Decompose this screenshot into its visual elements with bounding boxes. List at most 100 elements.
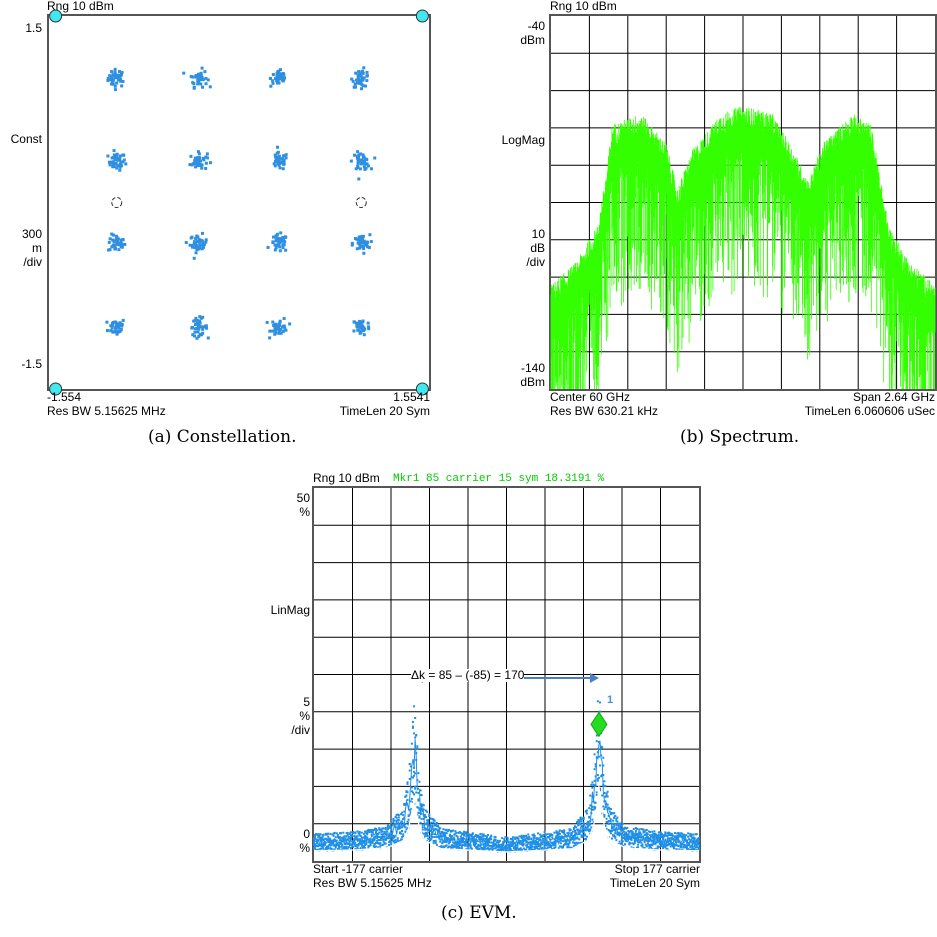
evm-point [677,845,679,847]
evm-point [688,844,690,846]
constellation-cluster [269,68,286,88]
constellation-point [194,237,197,240]
constellation-cluster [267,231,288,252]
constellation-point [268,336,271,339]
constellation-point [269,77,272,80]
evm-point [589,823,591,825]
constellation-cluster [106,149,127,172]
evm-point [559,829,561,831]
evm-point [649,831,651,833]
constellation-cluster [351,233,373,255]
evm-point [551,834,553,836]
constellation-point [359,332,362,335]
evm-point [407,781,409,783]
evm-point [486,836,488,838]
constellation-point [200,167,203,170]
evm-point [685,834,687,836]
evm-point [433,842,435,844]
evm-point [375,845,377,847]
evm-point [414,717,416,719]
constellation-point [277,164,280,167]
constellation-point [279,249,282,252]
constellation-point [361,238,364,241]
evm-point [594,768,596,770]
constellation-point [277,244,280,247]
constellation-point [353,321,356,324]
evm-point [416,748,418,750]
constellation-point [189,244,192,247]
constellation-cluster [350,150,376,180]
constellation-point [269,85,272,88]
spectrum-y-bottom-value: -140 [495,362,545,375]
evm-point [613,817,615,819]
evm-point [559,833,561,835]
evm-point [389,837,391,839]
evm-point [414,786,416,788]
evm-point [412,776,414,778]
evm-point [636,828,638,830]
evm-point [322,836,324,838]
evm-point [553,832,555,834]
constellation-point [353,154,356,157]
evm-point [603,808,605,810]
constellation-point [356,150,359,153]
constellation-point [359,167,362,170]
constellation-point [114,326,117,329]
evm-point [549,835,551,837]
constellation-point [197,78,200,81]
constellation-point [367,322,370,325]
constellation-x-left-label: -1.554 [47,391,81,404]
evm-point [402,835,404,837]
spectrum-y-top-value: -40 [495,20,545,33]
constellation-point [193,162,196,165]
evm-point [487,834,489,836]
evm-point [421,794,423,796]
evm-point [343,835,345,837]
constellation-point [279,231,282,234]
evm-point [612,820,614,822]
constellation-point [357,161,360,164]
evm-point [376,829,378,831]
constellation-point [362,235,365,238]
evm-point [422,829,424,831]
evm-point [368,831,370,833]
constellation-point [358,247,361,250]
constellation-point [207,78,210,81]
constellation-point [191,76,194,79]
constellation-point [367,164,370,167]
evm-point [357,830,359,832]
spectrum-plot-area [549,14,937,391]
evm-point [340,832,342,834]
evm-point [596,740,598,742]
constellation-point [355,167,358,170]
evm-point [390,822,392,824]
constellation-point [109,163,112,166]
evm-point [547,833,549,835]
constellation-point [204,167,207,170]
evm-point [455,832,457,834]
evm-point [664,831,666,833]
evm-point [352,846,354,848]
evm-point [411,743,413,745]
evm-point [694,848,696,850]
constellation-point [354,86,357,89]
evm-point [551,836,553,838]
evm-point [435,842,437,844]
constellation-point [194,165,197,168]
constellation-point [274,331,277,334]
constellation-point [118,242,121,245]
evm-point [418,781,420,783]
evm-point [681,846,683,848]
constellation-point [190,327,193,330]
evm-stop-label: Stop 177 carrier [550,863,700,876]
constellation-point [205,82,208,85]
evm-point [598,777,600,779]
constellation-resbw-label: Res BW 5.15625 MHz [47,405,166,418]
evm-point [409,763,411,765]
constellation-point [281,157,284,160]
evm-point [635,830,637,832]
constellation-point [362,252,365,255]
evm-point [382,830,384,832]
spectrum-caption: (b) Spectrum. [680,427,799,447]
evm-point [602,757,604,759]
